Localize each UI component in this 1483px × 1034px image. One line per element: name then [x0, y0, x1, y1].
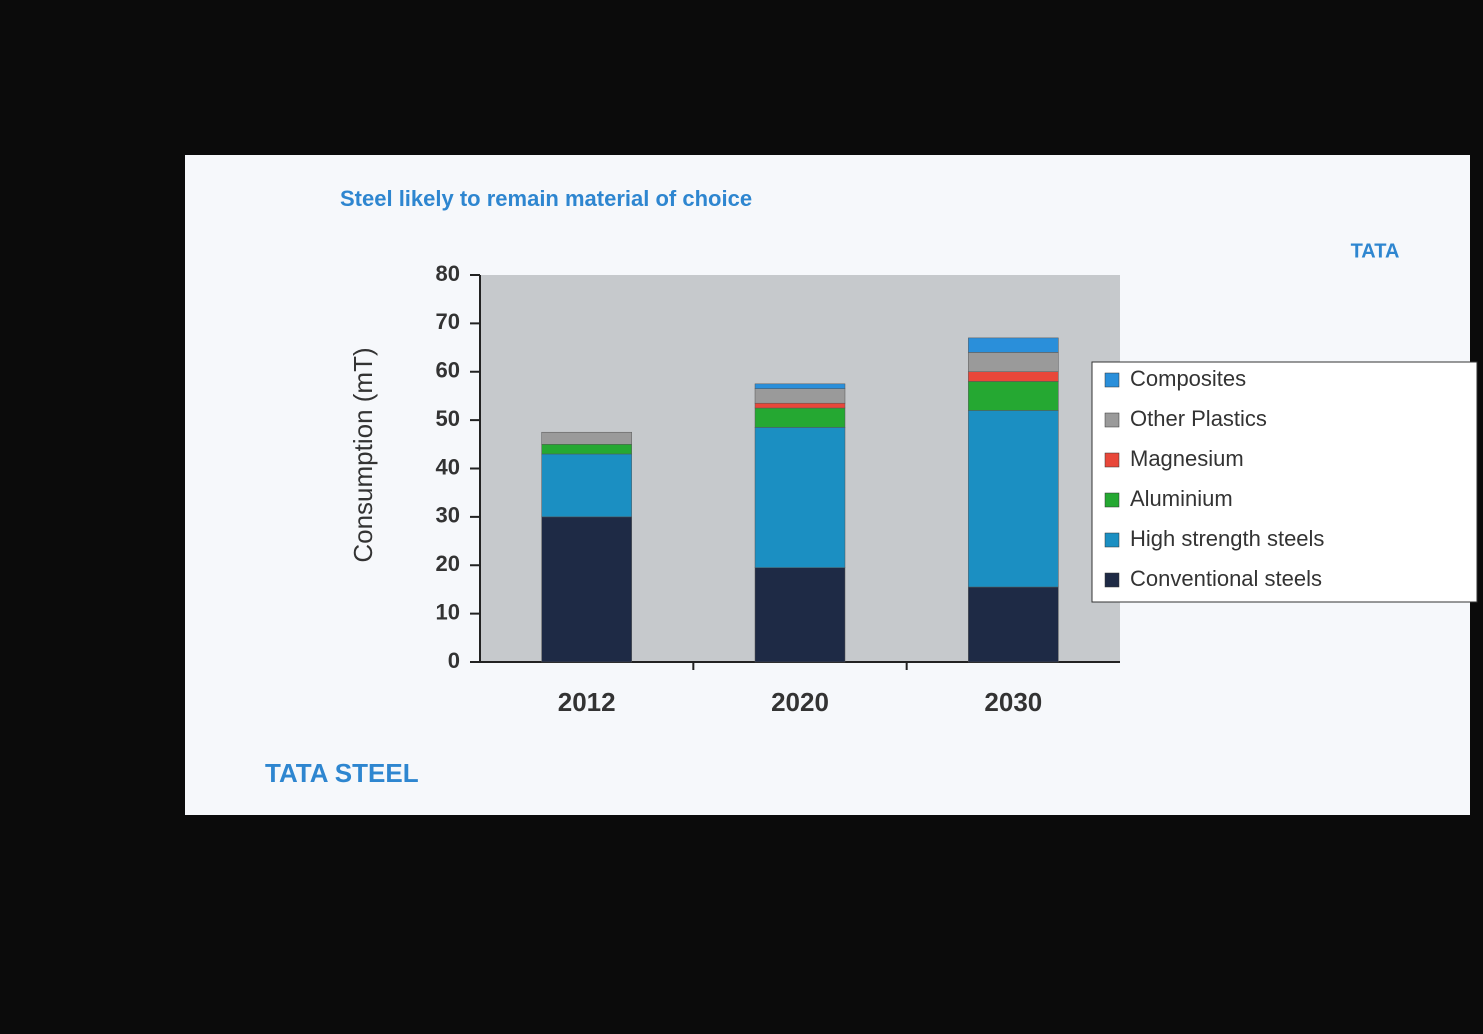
legend-swatch — [1104, 452, 1120, 468]
bar-segment — [541, 444, 632, 455]
bar-segment — [541, 516, 632, 663]
bar-segment — [754, 407, 846, 428]
legend-swatch — [1104, 372, 1120, 388]
y-tick-label: 0 — [448, 648, 460, 673]
legend-swatch — [1104, 572, 1120, 588]
bar-segment — [968, 586, 1059, 663]
bar-segment — [541, 453, 632, 518]
y-tick-label: 60 — [436, 358, 460, 383]
y-tick-label: 30 — [436, 503, 460, 528]
y-axis-label: Consumption (mT) — [348, 347, 378, 562]
y-tick-label: 70 — [436, 309, 460, 334]
legend-label: Conventional steels — [1130, 566, 1322, 591]
bar-segment — [968, 410, 1059, 588]
chart-title: Steel likely to remain material of choic… — [340, 186, 752, 211]
bar-segment — [968, 371, 1059, 382]
y-tick-label: 20 — [436, 551, 460, 576]
bar-segment — [754, 427, 846, 568]
legend-label: Other Plastics — [1130, 406, 1267, 431]
y-tick-label: 50 — [436, 406, 460, 431]
y-tick-label: 10 — [436, 599, 460, 624]
legend-label: Aluminium — [1130, 486, 1233, 511]
bar-segment — [754, 402, 846, 409]
legend-label: High strength steels — [1130, 526, 1324, 551]
bar-segment — [754, 567, 846, 663]
legend-swatch — [1104, 412, 1120, 428]
footer: TATA STEEL — [265, 758, 419, 788]
bar-segment — [968, 381, 1059, 411]
legend-label: Magnesium — [1130, 446, 1244, 471]
legend-label: Composites — [1130, 366, 1246, 391]
logo: TATA — [1351, 240, 1400, 262]
bar-segment — [541, 431, 632, 445]
bar-segment — [754, 383, 846, 389]
legend-swatch — [1104, 532, 1120, 548]
bar-segment — [968, 352, 1059, 372]
bar-segment — [754, 388, 846, 404]
legend-swatch — [1104, 492, 1120, 508]
y-tick-label: 80 — [436, 261, 460, 286]
x-tick-label: 2012 — [558, 687, 616, 717]
legend-box — [1091, 361, 1478, 603]
x-tick-label: 2020 — [771, 687, 829, 717]
bar-segment — [968, 337, 1059, 353]
x-tick-label: 2030 — [984, 687, 1042, 717]
y-tick-label: 40 — [436, 454, 460, 479]
